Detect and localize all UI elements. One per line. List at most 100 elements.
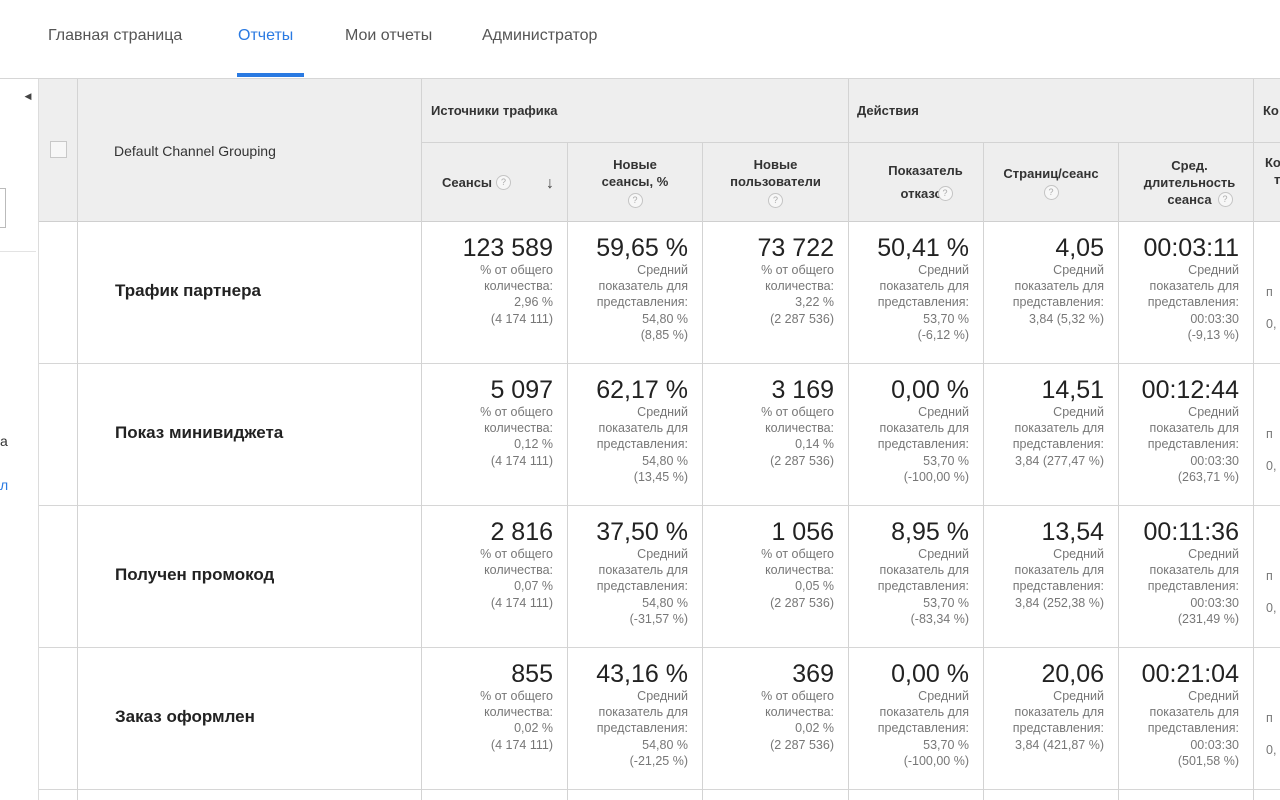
metric-comparison-text: показатель для [598,563,688,578]
column-header-avg-duration[interactable]: Сред. длительность сеанса? [1119,143,1253,221]
metric-cell-sessions: 5 097% от общего количества: 0,12 % (4 174 … [480,376,553,469]
sidebar-link-fragment[interactable]: л [0,477,9,493]
help-icon[interactable]: ? [937,186,953,201]
metric-comparison-text: показатель для [879,563,969,578]
metric-value: 3 169 [771,376,834,404]
metric-comparison-text: представления: [1147,295,1239,310]
metric-value: 00:03:11 [1143,234,1239,262]
column-header-new-users[interactable]: Новые пользователи? [703,143,848,221]
row-dimension-link[interactable]: Трафик партнера [115,281,261,300]
metric-cell-edge-fragment: п [1266,427,1273,441]
metric-comparison-text: показатель для [879,421,969,436]
metric-comparison-text: представления: [596,721,688,736]
table-row [39,648,1280,790]
row-dimension-link[interactable]: Заказ оформлен [115,707,255,726]
dimension-header[interactable]: Default Channel Grouping [114,143,276,159]
column-divider [983,143,984,800]
metric-cell-bounce: 50,41 % Средний показатель для представлени… [877,234,969,343]
metric-value: 4,05 [1055,234,1104,262]
metric-comparison-text: представления: [1012,437,1104,452]
column-divider [848,79,849,800]
row-dimension-link[interactable]: Получен промокод [115,565,275,584]
metric-comparison-text: количества: [484,563,553,578]
metric-comparison-text: (2 287 536) [770,453,834,468]
column-header-new-sessions[interactable]: Новые сеансы, %? [568,143,702,221]
column-header-pages-per-session[interactable]: Страниц/сеанс? [984,143,1118,221]
metric-comparison-text: 54,80 % [642,453,688,468]
collapse-sidebar-button[interactable]: ◀ [18,81,38,111]
metric-value: 14,51 [1041,376,1104,404]
metric-comparison-text: % от общего [761,405,834,419]
metric-comparison-text: (13,45 %) [633,469,688,484]
metric-value: 5 097 [490,376,553,404]
metric-cell-edge-fragment: 0, [1266,317,1277,331]
column-header-sessions[interactable]: Сеансы ? [422,143,567,221]
help-icon[interactable]: ? [627,193,643,208]
metric-value: 00:12:44 [1141,376,1239,404]
metric-comparison-text: представления: [596,437,688,452]
metric-comparison-text: представления: [596,579,688,594]
metric-cell-sessions: 2 816% от общего количества: 0,07 % (4 174 … [480,518,553,611]
tab-admin[interactable]: Администратор [482,27,598,44]
metric-comparison-text: 3,84 (252,38 %) [1015,595,1104,610]
table-row [39,364,1280,506]
metric-comparison-text: % от общего [480,405,553,419]
tab-my-reports[interactable]: Мои отчеты [345,27,433,44]
tab-home[interactable]: Главная страница [48,27,183,44]
metric-comparison-text: показатель для [879,279,969,294]
metric-comparison-text: (-100,00 %) [903,753,969,768]
metric-value: 62,17 % [596,376,688,404]
metric-comparison-text: (4 174 111) [490,737,553,752]
help-icon[interactable]: ? [496,174,512,190]
help-icon[interactable]: ? [1217,191,1233,207]
column-header-edge[interactable]: Ко [1265,155,1280,170]
help-icon[interactable]: ? [768,193,783,208]
metric-comparison-text: представления: [596,295,688,310]
metric-comparison-text: Средний [918,547,969,561]
arrow-down-icon[interactable]: ↓ [546,175,554,192]
metric-comparison-text: Средний [1188,689,1239,703]
column-header-bounce-rate[interactable]: Показатель отказов? [849,143,983,221]
metric-comparison-text: (-9,13 %) [1187,327,1239,342]
column-divider [421,79,422,800]
metric-comparison-text: (-100,00 %) [903,469,969,484]
metric-value: 00:21:04 [1141,660,1239,688]
metric-comparison-text: (-83,34 %) [910,611,969,626]
sidebar-item-fragment[interactable]: а [0,433,8,449]
active-tab-indicator [237,73,304,77]
metric-comparison-text: показатель для [1014,279,1104,294]
column-divider [702,143,703,800]
metric-cell-duration: 00:12:44 Средний показатель для представлен… [1142,376,1239,485]
metric-comparison-text: % от общего [761,547,834,561]
metric-cell-new-sessions: 37,50 % Средний показатель для представлени… [596,518,688,627]
metric-value: 37,50 % [596,518,688,546]
metric-comparison-text: 53,70 % [923,311,969,326]
metric-comparison-text: показатель для [1014,421,1104,436]
metric-comparison-text: (8,85 %) [640,327,688,342]
metric-value: 0,00 % [891,660,969,688]
metric-value: 43,16 % [596,660,688,688]
metric-comparison-text: 00:03:30 [1190,595,1239,610]
metric-comparison-text: Средний [637,547,688,561]
column-divider [1253,79,1254,800]
metric-comparison-text: показатель для [598,421,688,436]
metric-comparison-text: показатель для [1149,563,1239,578]
metric-comparison-text: (-31,57 %) [629,611,688,626]
metric-comparison-text: представления: [877,579,969,594]
metric-cell-edge-fragment: п [1266,285,1273,299]
select-all-checkbox[interactable] [50,141,67,158]
metric-comparison-text: 0,05 % [795,579,834,594]
metric-cell-pages: 14,51 Средний показатель для представления:… [1013,376,1104,469]
metric-cell-new-sessions: 62,17 % Средний показатель для представлени… [596,376,688,485]
metric-comparison-text: показатель для [598,279,688,294]
metric-comparison-text: (4 174 111) [490,311,553,326]
help-icon[interactable]: ? [1043,184,1059,200]
metric-value: 20,06 [1041,660,1104,688]
metric-comparison-text: 2,96 % [514,295,553,310]
table-header [39,79,1280,222]
metric-cell-sessions: 123 589% от общего количества: 2,96 % (4 17… [463,234,553,327]
sidebar-search-box[interactable] [0,188,6,228]
row-dimension-link[interactable]: Показ минивиджета [115,423,284,442]
column-label: Новые пользователи [730,157,821,189]
tab-reports[interactable]: Отчеты [238,27,294,44]
